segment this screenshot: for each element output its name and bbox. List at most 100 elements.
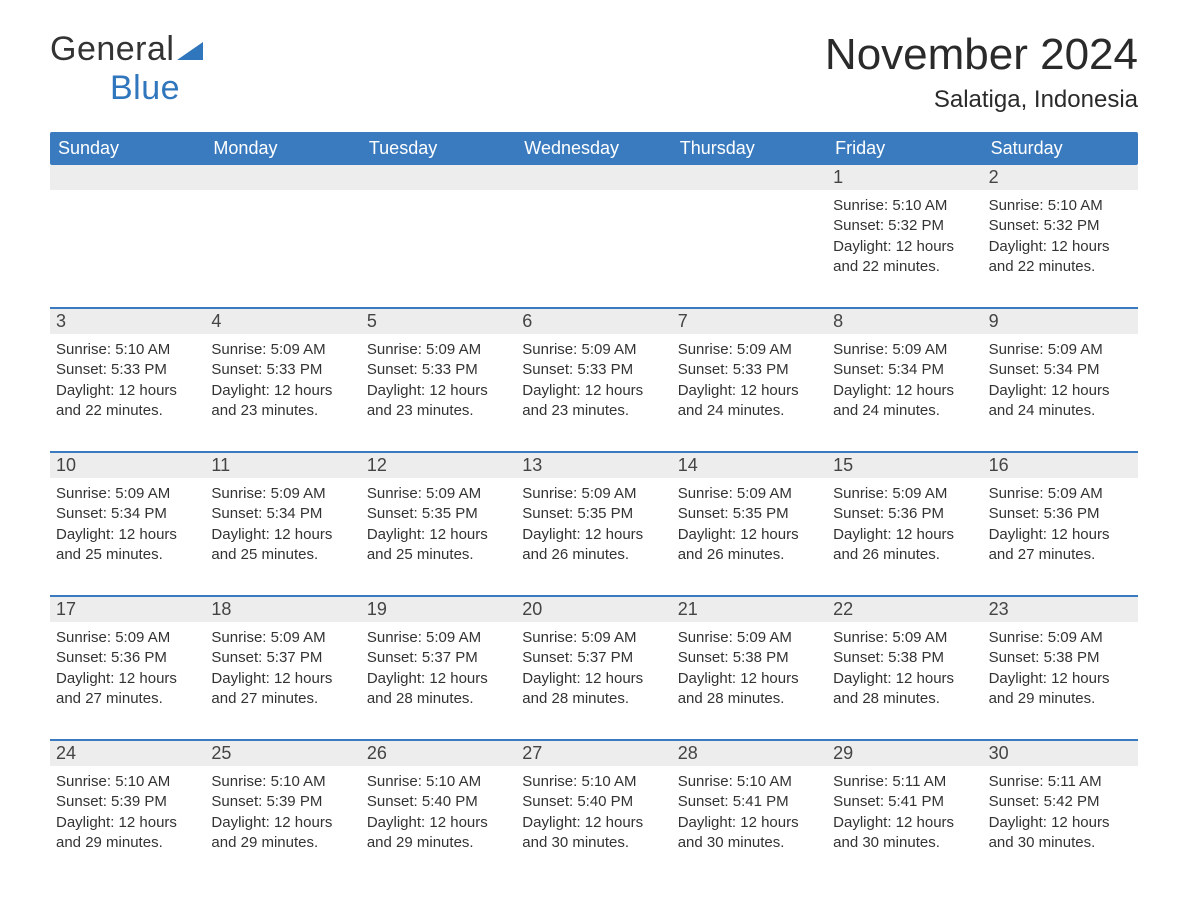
day-details: Sunrise: 5:09 AMSunset: 5:37 PMDaylight:…: [367, 628, 510, 709]
day-detail-line: Sunset: 5:37 PM: [211, 648, 354, 668]
day-detail-line: Sunrise: 5:09 AM: [367, 484, 510, 504]
calendar-day: 13 Sunrise: 5:09 AMSunset: 5:35 PMDayligh…: [516, 453, 671, 575]
day-detail-line: Daylight: 12 hours: [833, 381, 976, 401]
day-number: 22: [827, 597, 982, 622]
day-detail-line: and 22 minutes.: [989, 257, 1132, 277]
calendar-day-empty: .: [205, 165, 360, 287]
day-number: 11: [205, 453, 360, 478]
day-number: 5: [361, 309, 516, 334]
day-detail-line: Sunrise: 5:10 AM: [211, 772, 354, 792]
day-detail-line: Sunset: 5:40 PM: [522, 792, 665, 812]
calendar-day-empty: .: [361, 165, 516, 287]
calendar-week: 24Sunrise: 5:10 AMSunset: 5:39 PMDayligh…: [50, 739, 1138, 863]
day-detail-line: Sunrise: 5:10 AM: [678, 772, 821, 792]
calendar-day: 10Sunrise: 5:09 AMSunset: 5:34 PMDayligh…: [50, 453, 205, 575]
day-detail-line: Daylight: 12 hours: [522, 381, 665, 401]
day-number: 21: [672, 597, 827, 622]
day-detail-line: and 22 minutes.: [833, 257, 976, 277]
page-header: General Blue November 2024 Salatiga, Ind…: [50, 30, 1138, 114]
calendar-day: 8Sunrise: 5:09 AMSunset: 5:34 PMDaylight…: [827, 309, 982, 431]
calendar-day: 17 Sunrise: 5:09 AMSunset: 5:36 PMDayligh…: [50, 597, 205, 719]
day-details: Sunrise: 5:09 AMSunset: 5:35 PMDaylight:…: [522, 484, 665, 565]
day-number: 10: [50, 453, 205, 478]
day-detail-line: Sunrise: 5:09 AM: [833, 484, 976, 504]
day-details: Sunrise: 5:09 AMSunset: 5:33 PMDaylight:…: [522, 340, 665, 421]
day-details: Sunrise: 5:09 AMSunset: 5:34 PMDaylight:…: [989, 340, 1132, 421]
day-detail-line: Sunset: 5:34 PM: [211, 504, 354, 524]
day-number: 7: [672, 309, 827, 334]
day-details: Sunrise: 5:09 AMSunset: 5:33 PMDaylight:…: [678, 340, 821, 421]
calendar-day: 30Sunrise: 5:11 AMSunset: 5:42 PMDayligh…: [983, 741, 1138, 863]
day-detail-line: Sunset: 5:36 PM: [989, 504, 1132, 524]
day-number: .: [50, 165, 205, 190]
day-detail-line: Daylight: 12 hours: [678, 381, 821, 401]
day-detail-line: Sunset: 5:42 PM: [989, 792, 1132, 812]
day-number: .: [205, 165, 360, 190]
day-detail-line: Sunrise: 5:09 AM: [522, 340, 665, 360]
day-detail-line: Sunset: 5:32 PM: [833, 216, 976, 236]
title-block: November 2024 Salatiga, Indonesia: [825, 30, 1138, 114]
day-number: 16: [983, 453, 1138, 478]
day-details: Sunrise: 5:11 AMSunset: 5:41 PMDaylight:…: [833, 772, 976, 853]
day-detail-line: Daylight: 12 hours: [989, 381, 1132, 401]
day-detail-line: Sunrise: 5:09 AM: [989, 484, 1132, 504]
day-number: 13: [516, 453, 671, 478]
day-details: Sunrise: 5:09 AMSunset: 5:37 PMDaylight:…: [522, 628, 665, 709]
calendar-day: 12Sunrise: 5:09 AMSunset: 5:35 PMDayligh…: [361, 453, 516, 575]
calendar-day-empty: .: [672, 165, 827, 287]
weekday-header: Saturday: [983, 132, 1138, 165]
calendar-day: 19Sunrise: 5:09 AMSunset: 5:37 PMDayligh…: [361, 597, 516, 719]
day-detail-line: and 27 minutes.: [211, 689, 354, 709]
day-number: 1: [827, 165, 982, 190]
day-details: Sunrise: 5:11 AMSunset: 5:42 PMDaylight:…: [989, 772, 1132, 853]
day-detail-line: Sunrise: 5:09 AM: [367, 340, 510, 360]
calendar-day: 20Sunrise: 5:09 AMSunset: 5:37 PMDayligh…: [516, 597, 671, 719]
weekday-header: Friday: [827, 132, 982, 165]
day-detail-line: and 30 minutes.: [522, 833, 665, 853]
day-detail-line: Daylight: 12 hours: [211, 813, 354, 833]
day-detail-line: Sunset: 5:36 PM: [56, 648, 199, 668]
day-detail-line: Daylight: 12 hours: [678, 813, 821, 833]
day-number: 17: [50, 597, 205, 622]
logo-triangle-icon: [177, 30, 203, 69]
day-detail-line: and 27 minutes.: [56, 689, 199, 709]
day-detail-line: Sunrise: 5:09 AM: [833, 340, 976, 360]
day-detail-line: Sunrise: 5:10 AM: [56, 772, 199, 792]
day-detail-line: Daylight: 12 hours: [833, 525, 976, 545]
day-detail-line: Daylight: 12 hours: [367, 813, 510, 833]
day-detail-line: and 30 minutes.: [989, 833, 1132, 853]
day-details: Sunrise: 5:09 AMSunset: 5:38 PMDaylight:…: [989, 628, 1132, 709]
day-detail-line: Sunset: 5:33 PM: [211, 360, 354, 380]
day-details: Sunrise: 5:10 AMSunset: 5:39 PMDaylight:…: [56, 772, 199, 853]
day-detail-line: Daylight: 12 hours: [56, 669, 199, 689]
day-detail-line: and 26 minutes.: [833, 545, 976, 565]
day-detail-line: Sunrise: 5:09 AM: [367, 628, 510, 648]
day-detail-line: Sunrise: 5:10 AM: [367, 772, 510, 792]
day-detail-line: and 28 minutes.: [833, 689, 976, 709]
day-details: Sunrise: 5:10 AMSunset: 5:32 PMDaylight:…: [989, 196, 1132, 277]
day-detail-line: and 28 minutes.: [367, 689, 510, 709]
day-detail-line: and 23 minutes.: [367, 401, 510, 421]
day-detail-line: and 27 minutes.: [989, 545, 1132, 565]
day-detail-line: Sunset: 5:34 PM: [989, 360, 1132, 380]
day-number: 14: [672, 453, 827, 478]
calendar-body: .....1Sunrise: 5:10 AMSunset: 5:32 PMDay…: [50, 165, 1138, 863]
calendar-week: 3Sunrise: 5:10 AMSunset: 5:33 PMDaylight…: [50, 307, 1138, 431]
day-details: Sunrise: 5:09 AMSunset: 5:36 PMDaylight:…: [56, 628, 199, 709]
day-detail-line: Sunrise: 5:09 AM: [678, 484, 821, 504]
day-detail-line: and 29 minutes.: [56, 833, 199, 853]
calendar-day: 25Sunrise: 5:10 AMSunset: 5:39 PMDayligh…: [205, 741, 360, 863]
day-detail-line: Sunset: 5:34 PM: [56, 504, 199, 524]
day-detail-line: Daylight: 12 hours: [522, 525, 665, 545]
calendar-day-empty: .: [516, 165, 671, 287]
day-detail-line: Sunrise: 5:09 AM: [522, 484, 665, 504]
day-detail-line: Sunset: 5:39 PM: [56, 792, 199, 812]
day-detail-line: Sunset: 5:34 PM: [833, 360, 976, 380]
calendar-day: 6Sunrise: 5:09 AMSunset: 5:33 PMDaylight…: [516, 309, 671, 431]
day-detail-line: Sunset: 5:39 PM: [211, 792, 354, 812]
day-detail-line: and 26 minutes.: [522, 545, 665, 565]
day-detail-line: Sunrise: 5:09 AM: [211, 628, 354, 648]
day-details: Sunrise: 5:09 AMSunset: 5:33 PMDaylight:…: [367, 340, 510, 421]
calendar-day: 26Sunrise: 5:10 AMSunset: 5:40 PMDayligh…: [361, 741, 516, 863]
day-detail-line: Sunrise: 5:10 AM: [833, 196, 976, 216]
